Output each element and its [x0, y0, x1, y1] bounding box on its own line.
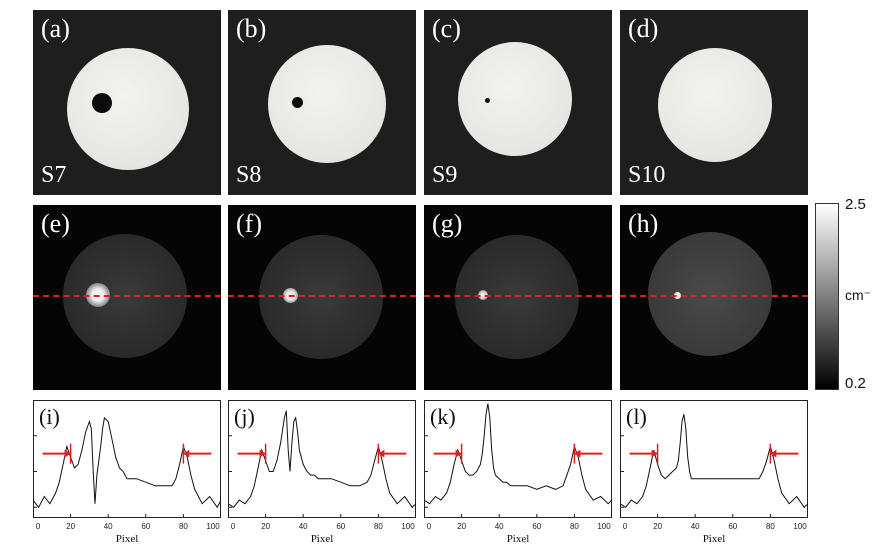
x-tick-label: 100 [206, 522, 220, 531]
reconstruction-ring [648, 232, 772, 356]
photo-panel-b: (b) S8 [228, 10, 416, 195]
photo-panel-d: (d) S10 [620, 10, 808, 195]
profile-line [228, 295, 416, 297]
x-tick-label: 40 [299, 522, 308, 531]
x-tick-label: 60 [141, 522, 150, 531]
x-axis-label: Pixel [311, 533, 334, 545]
edge-arrowhead [574, 449, 581, 458]
ct-panel-f: (f) [228, 205, 416, 390]
sample-disc [67, 48, 189, 170]
x-tick-label: 60 [728, 522, 737, 531]
x-tick-label: 60 [336, 522, 345, 531]
sample-hole [485, 98, 490, 103]
x-tick-label: 0 [623, 522, 628, 531]
plot-frame [620, 400, 808, 518]
plot-frame [228, 400, 416, 518]
ct-panel-e: (e) [33, 205, 221, 390]
colorbar-unit-label: cm⁻ [845, 287, 872, 303]
x-tick-label: 40 [104, 522, 113, 531]
x-axis-label: Pixel [507, 533, 530, 545]
sample-label: S8 [236, 162, 262, 188]
reconstruction-ring [259, 235, 383, 359]
edge-arrowhead [183, 449, 190, 458]
profile-line [424, 295, 612, 297]
profile-plot-svg: 0 20 40 60 80 100 Pixel (l) [620, 400, 808, 545]
x-tick-label: 0 [36, 522, 41, 531]
panel-label: (d) [628, 14, 659, 43]
profile-plot: 0 20 40 60 80 100 Pixel (l) [620, 400, 808, 550]
sample-hole [92, 93, 112, 113]
sample-disc [658, 48, 772, 162]
plot-panel-label: (l) [626, 404, 647, 429]
x-tick-label: 100 [597, 522, 611, 531]
ct-panel-g: (g) [424, 205, 612, 390]
edge-arrowhead [770, 449, 777, 458]
edge-arrowhead [259, 449, 266, 458]
x-tick-label: 100 [793, 522, 807, 531]
photo-panel-c: (c) S9 [424, 10, 612, 195]
colorbar-min-label: 0.2 [845, 375, 866, 392]
edge-arrowhead [455, 449, 462, 458]
plot-panel-label: (k) [430, 404, 456, 429]
panel-label: (e) [41, 209, 70, 238]
profile-line [620, 295, 808, 297]
panel-label: (b) [236, 14, 267, 43]
panel-label: (c) [432, 14, 461, 43]
sample-label: S10 [628, 162, 666, 188]
x-tick-label: 80 [570, 522, 579, 531]
x-tick-label: 80 [179, 522, 188, 531]
sample-disc [268, 45, 386, 163]
panel-label: (h) [628, 209, 659, 238]
colorbar [815, 203, 839, 390]
x-tick-label: 60 [532, 522, 541, 531]
profile-line [33, 295, 221, 297]
x-tick-label: 40 [691, 522, 700, 531]
reconstruction-ring [455, 235, 579, 359]
panel-label: (g) [432, 209, 463, 238]
x-tick-label: 80 [766, 522, 775, 531]
edge-arrowhead [64, 449, 71, 458]
sample-label: S7 [41, 162, 67, 188]
x-tick-label: 40 [495, 522, 504, 531]
plot-frame [33, 400, 221, 518]
x-tick-label: 20 [66, 522, 75, 531]
profile-plot-svg: 0 20 40 60 80 100 Pixel (k) [424, 400, 612, 545]
x-tick-label: 20 [261, 522, 270, 531]
x-tick-label: 20 [457, 522, 466, 531]
colorbar-max-label: 2.5 [845, 196, 866, 213]
x-tick-label: 0 [231, 522, 236, 531]
x-tick-label: 80 [374, 522, 383, 531]
x-axis-label: Pixel [703, 533, 726, 545]
ct-panel-h: (h) [620, 205, 808, 390]
x-tick-label: 100 [401, 522, 415, 531]
sample-hole [292, 97, 303, 108]
panel-label: (f) [236, 209, 262, 238]
edge-arrowhead [651, 449, 658, 458]
profile-plot: 0 20 40 60 80 100 Pixel (j) [228, 400, 416, 550]
sample-label: S9 [432, 162, 458, 188]
sample-disc [458, 42, 572, 156]
plot-panel-label: (i) [39, 404, 60, 429]
profile-plot: 0 20 40 60 80 100 Pixel (k) [424, 400, 612, 550]
panel-label: (a) [41, 14, 70, 43]
plot-panel-label: (j) [234, 404, 255, 429]
x-axis-label: Pixel [116, 533, 139, 545]
profile-plot-svg: 0 20 40 60 80 100 Pixel (j) [228, 400, 416, 545]
x-tick-label: 0 [427, 522, 432, 531]
x-tick-label: 20 [653, 522, 662, 531]
edge-arrowhead [378, 449, 385, 458]
photo-panel-a: (a) S7 [33, 10, 221, 195]
